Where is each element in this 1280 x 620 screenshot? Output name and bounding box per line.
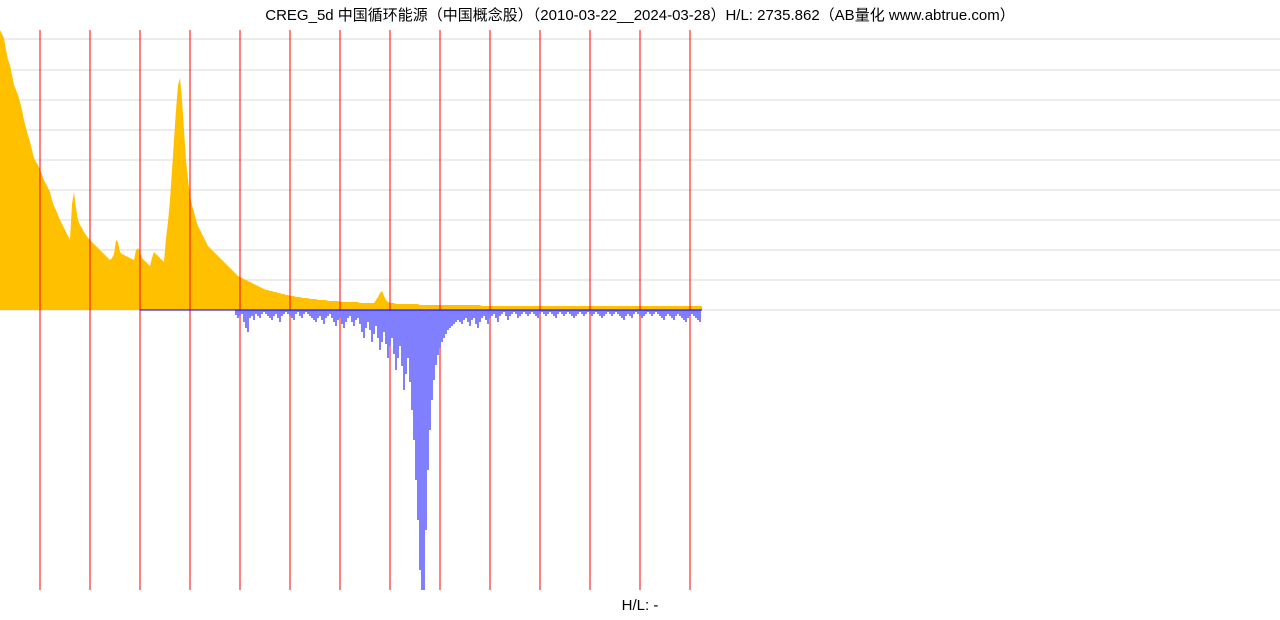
footer-label: H/L: - xyxy=(0,597,1280,614)
chart-area xyxy=(0,28,1280,590)
price-chart xyxy=(0,28,1280,590)
chart-title: CREG_5d 中国循环能源（中国概念股）（2010-03-22__2024-0… xyxy=(0,4,1280,25)
